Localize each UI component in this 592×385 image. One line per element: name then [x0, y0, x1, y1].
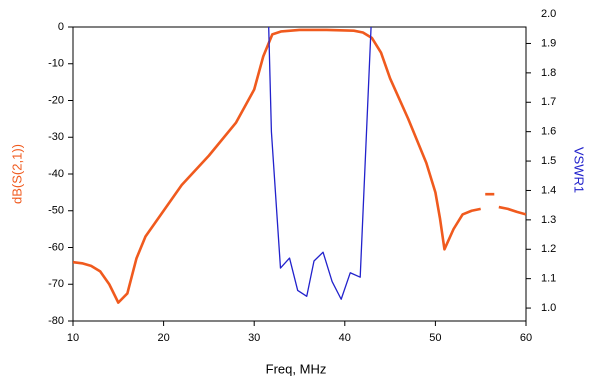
y2-tick-label: 1.7: [541, 96, 556, 108]
x-tick-label: 60: [520, 332, 532, 344]
x-tick-label: 50: [429, 332, 441, 344]
y-tick-label: -60: [48, 241, 64, 253]
x-tick-label: 30: [248, 332, 260, 344]
y2-tick-label: 1.5: [541, 155, 556, 167]
y2-tick-label: 1.0: [541, 302, 556, 314]
y-tick-label: -20: [48, 94, 64, 106]
series-line: [73, 28, 526, 304]
x-tick-label: 20: [157, 332, 169, 344]
plot-frame: [72, 26, 527, 322]
y2-tick-label: 1.2: [541, 243, 556, 255]
plot-area: [73, 27, 526, 304]
x-tick-label: 40: [339, 332, 351, 344]
y2-tick-label: 1.8: [541, 67, 556, 79]
y2-tick-label: 1.1: [541, 273, 556, 285]
y2-tick-label: 1.6: [541, 126, 556, 138]
y2-tick-label: 1.4: [541, 184, 556, 196]
series-line: [268, 27, 372, 300]
x-tick-label: 10: [67, 332, 79, 344]
y2-axis-label: VSWR1: [572, 147, 587, 193]
y-tick-label: -80: [48, 315, 64, 327]
x-axis-label: Freq, MHz: [266, 361, 327, 376]
y-tick-label: -30: [48, 131, 64, 143]
y-tick-label: -70: [48, 278, 64, 290]
y-tick-label: -10: [48, 58, 64, 70]
y2-tick-label: 1.9: [541, 37, 556, 49]
y2-tick-label: 1.3: [541, 214, 556, 226]
y-tick-label: -50: [48, 205, 64, 217]
y-axis-label: dB(S(2,1)): [9, 144, 24, 204]
y2-tick-label: 2.0: [541, 8, 556, 20]
y-tick-label: 0: [58, 21, 64, 33]
y-tick-label: -40: [48, 168, 64, 180]
